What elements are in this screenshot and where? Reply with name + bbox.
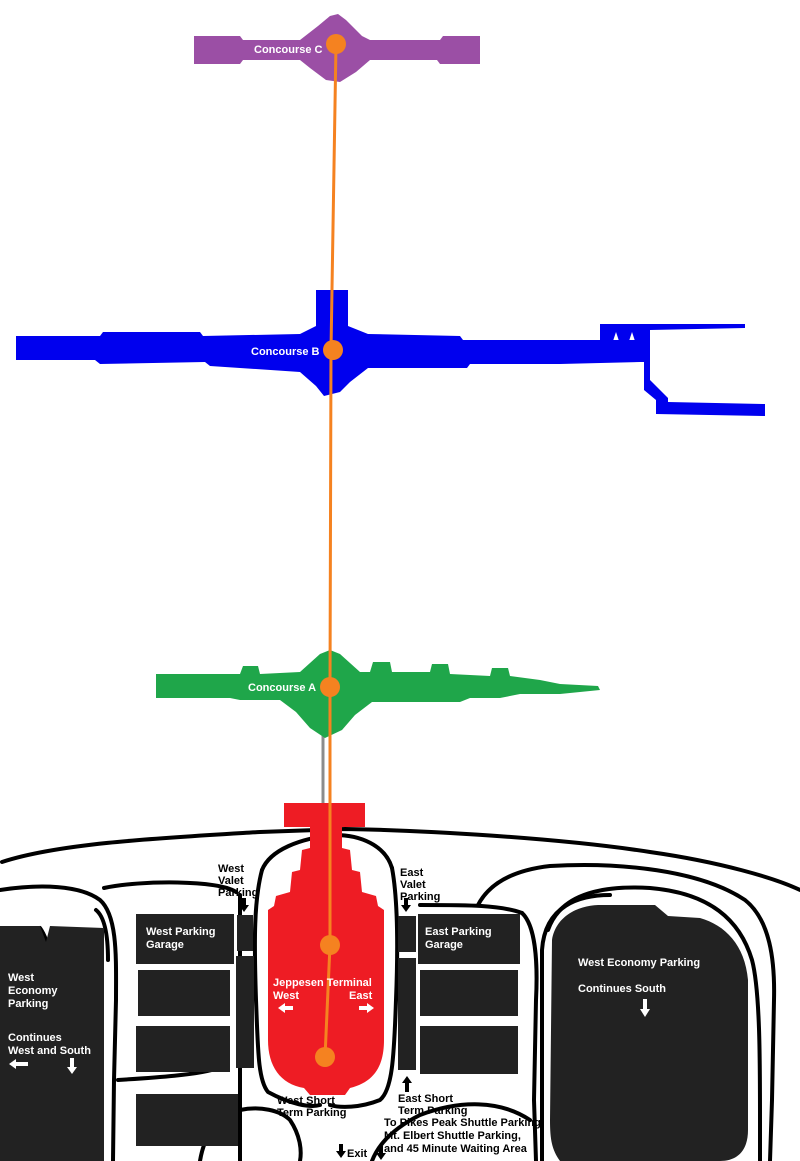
east-short-term-parking bbox=[398, 958, 416, 1070]
arrow-right-icon bbox=[359, 1003, 374, 1013]
west-garage-row-3 bbox=[136, 1026, 230, 1072]
road-east-lower-loop bbox=[370, 1102, 532, 1161]
arrow-down-east-valet-icon bbox=[401, 898, 411, 912]
concourse-a bbox=[156, 650, 600, 738]
label-west-economy-2: Economy bbox=[8, 985, 58, 997]
label-west-continues-2: West and South bbox=[8, 1045, 91, 1057]
west-valet-parking bbox=[237, 915, 253, 951]
parking-areas bbox=[0, 905, 748, 1161]
label-east-garage-2: Garage bbox=[425, 939, 463, 951]
road-west-garage-loop bbox=[102, 880, 238, 894]
label-east-continues: Continues South bbox=[578, 983, 666, 995]
road-west-curb bbox=[252, 868, 322, 1108]
jeppesen-terminal bbox=[268, 803, 384, 1095]
label-east-valet-3: Parking bbox=[400, 891, 440, 903]
arrow-up-east-short-icon bbox=[402, 1076, 412, 1092]
label-west-economy-3: Parking bbox=[8, 998, 48, 1010]
west-short-term-parking bbox=[236, 956, 254, 1068]
road-west-inner bbox=[0, 884, 119, 1161]
east-garage-row-2 bbox=[420, 970, 518, 1016]
label-terminal-east: East bbox=[349, 990, 373, 1002]
label-shuttle-1: To Pikes Peak Shuttle Parking, bbox=[384, 1117, 544, 1129]
west-economy-parking bbox=[0, 926, 104, 1161]
arrow-down-west-valet-icon bbox=[239, 898, 249, 912]
label-west-continues-1: Continues bbox=[8, 1032, 62, 1044]
concourse-b bbox=[16, 290, 765, 416]
road-outer-loop bbox=[0, 827, 800, 892]
label-exit: Exit bbox=[347, 1148, 368, 1160]
label-west-short-2: Term Parking bbox=[277, 1107, 347, 1119]
terminal-bridge-head bbox=[284, 803, 365, 827]
terminal-building bbox=[268, 826, 384, 1095]
arrow-left-icon bbox=[278, 1003, 293, 1013]
label-west-economy-1: West bbox=[8, 972, 34, 984]
label-west-garage-1: West Parking bbox=[146, 926, 216, 938]
label-west-valet-3: Parking bbox=[218, 887, 258, 899]
concourse-b-annex bbox=[600, 324, 765, 416]
road-east-big-loop bbox=[476, 863, 777, 1161]
arrow-south-east-icon bbox=[640, 999, 650, 1017]
label-east-garage-1: East Parking bbox=[425, 926, 492, 938]
arrow-down-shuttle-icon bbox=[376, 1146, 386, 1160]
west-garage-row-4 bbox=[136, 1094, 238, 1146]
train-stop-concourse-b[interactable] bbox=[323, 340, 343, 360]
train-stop-concourse-a[interactable] bbox=[320, 677, 340, 697]
arrow-west-icon bbox=[9, 1059, 28, 1069]
train-stop-concourse-c[interactable] bbox=[326, 34, 346, 54]
road-east-inner bbox=[520, 911, 539, 1161]
label-concourse-a: Concourse A bbox=[248, 682, 316, 694]
label-east-short-1: East Short bbox=[398, 1093, 453, 1105]
arrow-south-icon bbox=[67, 1058, 77, 1074]
road-east-economy-loop bbox=[546, 885, 762, 1161]
label-east-economy: West Economy Parking bbox=[578, 957, 700, 969]
road-east-economy-inner bbox=[540, 893, 612, 1161]
train-stop-terminal-south[interactable] bbox=[315, 1047, 335, 1067]
label-west-short-1: West Short bbox=[277, 1095, 335, 1107]
east-parking-garage bbox=[418, 914, 520, 964]
east-garage-row-3 bbox=[420, 1026, 518, 1074]
road-east-garage-top bbox=[418, 903, 524, 915]
road-east-curb bbox=[328, 866, 400, 1109]
road-west-ramp-b bbox=[94, 908, 110, 962]
label-east-short-2: Term Parking bbox=[398, 1105, 468, 1117]
train-stations bbox=[315, 34, 346, 1067]
label-terminal-west: West bbox=[273, 990, 299, 1002]
label-west-valet-2: Valet bbox=[218, 875, 244, 887]
arrow-down-exit-icon bbox=[336, 1144, 346, 1158]
label-shuttle-3: and 45 Minute Waiting Area bbox=[384, 1143, 528, 1155]
east-economy-parking bbox=[550, 905, 748, 1161]
label-west-valet-1: West bbox=[218, 863, 244, 875]
east-valet-parking bbox=[398, 916, 416, 952]
label-west-garage-2: Garage bbox=[146, 939, 184, 951]
label-shuttle-2: Mt. Elbert Shuttle Parking, bbox=[384, 1130, 521, 1142]
west-garage-row-2 bbox=[138, 970, 230, 1016]
label-terminal-name: Jeppesen Terminal bbox=[273, 977, 372, 989]
label-concourse-c: Concourse C bbox=[254, 44, 323, 56]
west-parking-garage bbox=[136, 914, 234, 964]
label-concourse-b: Concourse B bbox=[251, 346, 320, 358]
train-stop-terminal-north[interactable] bbox=[320, 935, 340, 955]
label-east-valet-2: Valet bbox=[400, 879, 426, 891]
label-east-valet-1: East bbox=[400, 867, 424, 879]
